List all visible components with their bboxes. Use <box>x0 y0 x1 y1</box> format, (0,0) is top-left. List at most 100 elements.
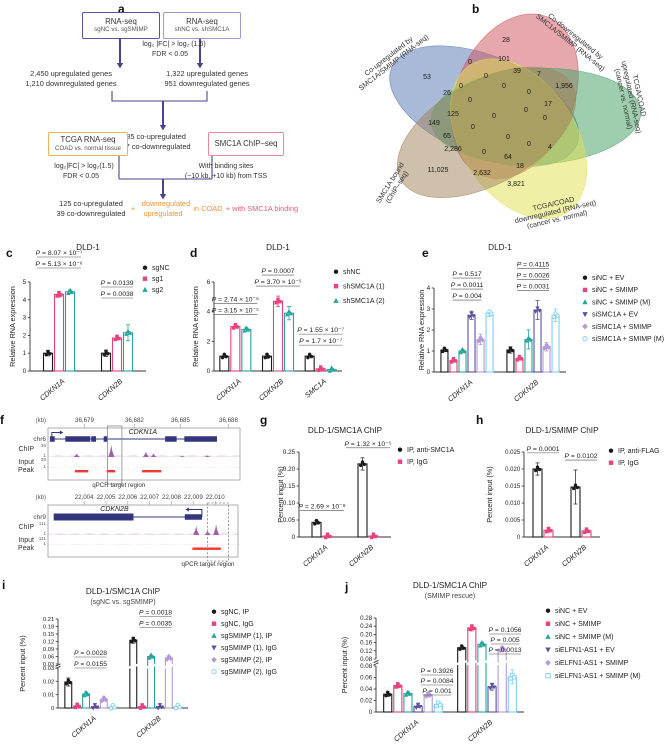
marker-tridown <box>469 311 474 316</box>
svg-text:P = 0.0139: P = 0.0139 <box>100 280 133 287</box>
svg-text:0: 0 <box>51 706 54 712</box>
marker-tridown <box>491 685 497 690</box>
marker-diamond <box>425 690 431 696</box>
filter3-line2: (−10 kb, +10 kb) from TSS <box>184 173 268 180</box>
svg-text:siSMC1A + EV: siSMC1A + EV <box>592 312 638 319</box>
marker-diamond <box>501 647 507 653</box>
bar-CDKN2B-siSMC1A + SMIMP (M) <box>551 314 560 373</box>
marker-triangle <box>147 655 152 660</box>
marker-circle <box>359 463 363 468</box>
marker-square <box>394 685 398 689</box>
y-tick-labels: 0 2 4 6 <box>207 279 214 375</box>
marker-circle <box>535 465 540 469</box>
svg-text:0.12: 0.12 <box>360 648 373 655</box>
marker-circle <box>444 348 449 353</box>
marker-square <box>73 705 78 710</box>
marker-circle <box>314 518 319 523</box>
marker-triangle <box>85 692 91 697</box>
marker-tridown <box>582 312 588 318</box>
svg-text:3: 3 <box>427 306 431 313</box>
svg-text:2,632: 2,632 <box>473 170 491 177</box>
marker-circle <box>106 352 110 356</box>
final-downregulated: downregulated <box>141 199 191 208</box>
svg-text:SMC1A: SMC1A <box>303 377 328 400</box>
marker-square <box>55 294 59 298</box>
svg-text:(kb): (kb) <box>36 418 46 424</box>
marker-square <box>517 354 522 359</box>
svg-text:5: 5 <box>23 279 27 286</box>
svg-text:0: 0 <box>517 535 521 541</box>
svg-text:Percent input (%): Percent input (%) <box>485 466 494 522</box>
marker-tridown <box>537 308 542 313</box>
marker-square <box>327 534 332 539</box>
error-bars-and-points <box>44 287 133 357</box>
chip-signal <box>49 445 241 457</box>
panel-h-chart: 0 0.005 0.010 0.015 0.020 0.025 Percent input … <box>485 426 660 569</box>
svg-text:P = 0.0007: P = 0.0007 <box>261 268 294 275</box>
marker-tridown <box>417 705 423 710</box>
final-count-up: 125 co-upregulated <box>59 199 123 208</box>
marker-triangle <box>288 311 294 316</box>
svg-text:0.10: 0.10 <box>283 500 296 507</box>
svg-text:P = 0.0001: P = 0.0001 <box>526 446 559 453</box>
marker-square <box>586 529 591 534</box>
svg-text:0: 0 <box>471 124 475 131</box>
svg-text:Percent input (%): Percent input (%) <box>276 466 285 522</box>
svg-text:CDKN1A: CDKN1A <box>301 543 330 569</box>
qpcr-target-box <box>107 425 123 485</box>
svg-text:0: 0 <box>369 709 373 716</box>
legend: IP, anti-SMC1A IP, IgG <box>397 447 455 466</box>
bar-CDKN2B-siNC + SMIMP <box>467 627 477 713</box>
svg-text:22,007: 22,007 <box>140 494 159 501</box>
svg-text:0: 0 <box>427 369 431 376</box>
svg-text:0.15: 0.15 <box>283 483 296 490</box>
svg-text:36,688: 36,688 <box>219 417 238 424</box>
legend: sgNC sg1 sg2 <box>142 265 170 294</box>
svg-text:chr6: chr6 <box>33 436 46 443</box>
svg-text:Relative RNA expression: Relative RNA expression <box>8 286 17 367</box>
marker-square <box>140 703 144 707</box>
marker-triangle <box>403 692 409 697</box>
marker-triangle <box>331 367 336 372</box>
marker-circle <box>46 349 50 354</box>
marker-diamond <box>582 323 588 330</box>
marker-tridown <box>211 645 217 651</box>
svg-text:39: 39 <box>41 457 47 463</box>
bar-CDKN1A-siNC + SMIMP <box>393 685 403 713</box>
svg-text:P = 3.70 × 10⁻⁵: P = 3.70 × 10⁻⁵ <box>254 279 301 286</box>
marker-triangle <box>285 312 290 317</box>
marker-square <box>142 276 148 281</box>
bar-CDKN1A-IP, anti-FLAG <box>532 468 543 538</box>
y-tick-labels: 00.010.020.030.030.060.090.120.150.180.2… <box>43 617 58 712</box>
svg-text:0: 0 <box>484 73 488 80</box>
bars <box>64 639 182 709</box>
marker-circleo <box>582 336 588 342</box>
svg-text:28: 28 <box>502 37 510 44</box>
svg-text:sgSMIMP (1), IgG: sgSMIMP (1), IgG <box>221 645 277 652</box>
svg-text:(kb): (kb) <box>36 495 46 501</box>
marker-square <box>274 301 278 305</box>
svg-text:7: 7 <box>537 71 541 78</box>
bars <box>42 291 134 372</box>
svg-text:4: 4 <box>427 285 431 292</box>
svg-text:P = 0.0038: P = 0.0038 <box>100 291 133 298</box>
marker-square <box>115 334 119 338</box>
marker-diamond <box>542 345 548 351</box>
svg-text:P = 1.32 × 10⁻⁵: P = 1.32 × 10⁻⁵ <box>344 441 391 448</box>
svg-text:IP, IgG: IP, IgG <box>407 459 428 466</box>
svg-text:1: 1 <box>23 350 27 357</box>
rnaseq-sh-sub: shNC vs. shSMC1A <box>174 26 230 34</box>
svg-text:P = 2.74 × 10⁻⁶: P = 2.74 × 10⁻⁶ <box>212 297 259 304</box>
bar-CDKN2B-siNC + SMIMP (M) <box>477 643 487 713</box>
svg-text:0: 0 <box>23 368 27 375</box>
venn-set-SMC1A bound <box>396 66 577 199</box>
svg-text:CDKN2B: CDKN2B <box>134 714 163 740</box>
marker-triangle <box>333 297 339 303</box>
marker-circleo <box>177 705 182 710</box>
marker-square <box>211 621 217 626</box>
marker-diamond <box>546 344 551 350</box>
mid-result-line1: 485 co-upregulated <box>122 132 186 141</box>
marker-circleo <box>551 314 556 319</box>
svg-text:149: 149 <box>428 120 440 127</box>
svg-text:4: 4 <box>23 297 27 304</box>
